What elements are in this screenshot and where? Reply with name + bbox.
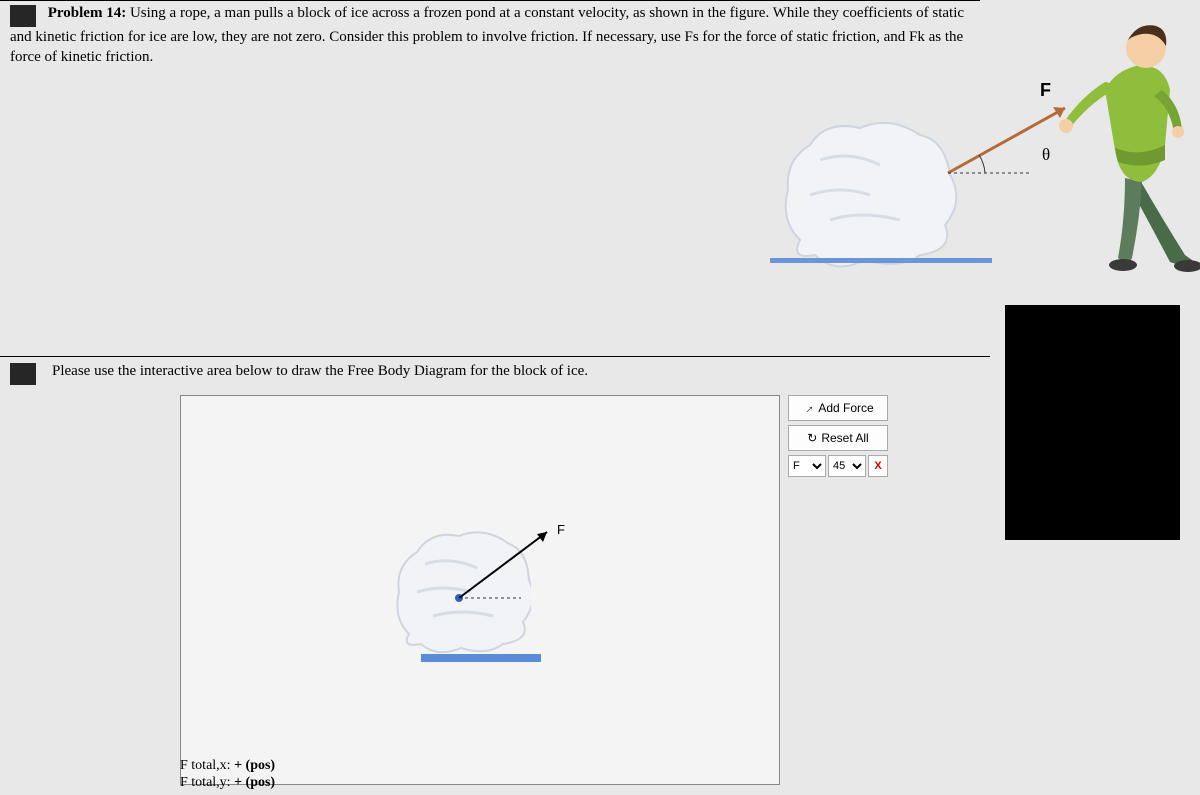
page: Problem 14: Using a rope, a man pulls a …	[0, 0, 1200, 791]
problem-number: Problem 14:	[48, 5, 126, 21]
problem-figure: F θ	[770, 0, 1200, 300]
instruction-row: Please use the interactive area below to…	[0, 356, 990, 389]
instruction-text: Please use the interactive area below to…	[52, 361, 588, 381]
canvas-force-label: F	[557, 522, 565, 537]
canvas-floor	[421, 654, 541, 662]
force-vector-F[interactable]: F	[451, 516, 571, 606]
total-y: F total,y: + (pos)	[180, 775, 275, 792]
progress-square-icon	[10, 5, 36, 27]
force-angle-select[interactable]: 45	[828, 455, 866, 477]
control-panel: →Add Force ↻Reset All F 45 X	[788, 395, 888, 795]
totals-readout: F total,x: + (pos) F total,y: + (pos)	[180, 758, 275, 792]
reset-all-button[interactable]: ↻Reset All	[788, 425, 888, 451]
fbd-canvas[interactable]: F	[180, 395, 780, 785]
video-placeholder[interactable]	[1005, 305, 1180, 540]
add-force-button[interactable]: →Add Force	[788, 395, 888, 421]
progress-square-icon	[10, 363, 36, 385]
total-x: F total,x: + (pos)	[180, 758, 275, 775]
arrow-icon: →	[798, 398, 818, 418]
reset-icon: ↻	[807, 430, 817, 446]
scene-svg: F θ	[770, 0, 1200, 300]
force-entry-row: F 45 X	[788, 455, 888, 477]
force-name-select[interactable]: F	[788, 455, 826, 477]
remove-force-button[interactable]: X	[868, 455, 888, 477]
man-icon	[1059, 25, 1200, 272]
scene-floor	[770, 258, 992, 263]
force-label-F: F	[1040, 80, 1051, 100]
interactive-area: F →Add Force ↻Reset All F 45 X	[180, 395, 990, 795]
angle-label-theta: θ	[1042, 145, 1050, 164]
